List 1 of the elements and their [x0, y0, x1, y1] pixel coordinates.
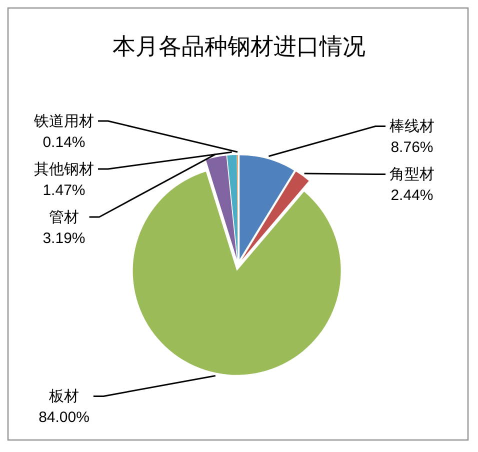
title: 本月各品种钢材进口情况	[112, 33, 366, 59]
